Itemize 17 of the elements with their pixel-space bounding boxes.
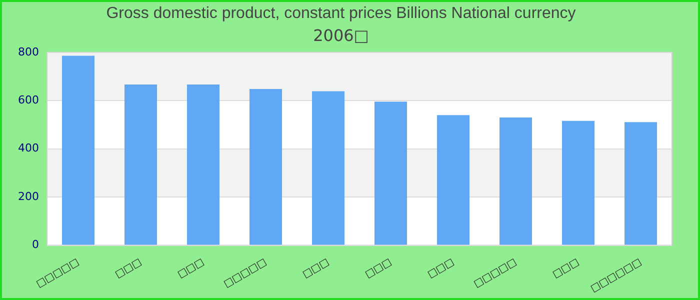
y-tick-label: 600 [18,93,39,106]
bar [312,91,344,245]
bar [437,115,470,245]
bar [249,89,282,245]
y-tick-label: 0 [32,238,39,252]
chart-title: Gross domestic product, constant prices Billions National currency [106,5,576,22]
y-tick-label: 200 [18,190,39,203]
y-tick-label: 400 [18,142,39,155]
bar [186,84,220,245]
bar [124,84,157,245]
bar [562,120,594,245]
bar [500,117,532,245]
y-tick-label: 800 [18,45,39,58]
bar [374,102,407,245]
bar [62,56,94,245]
chart-subtitle: 2006□ [313,26,369,45]
bar [624,122,657,245]
